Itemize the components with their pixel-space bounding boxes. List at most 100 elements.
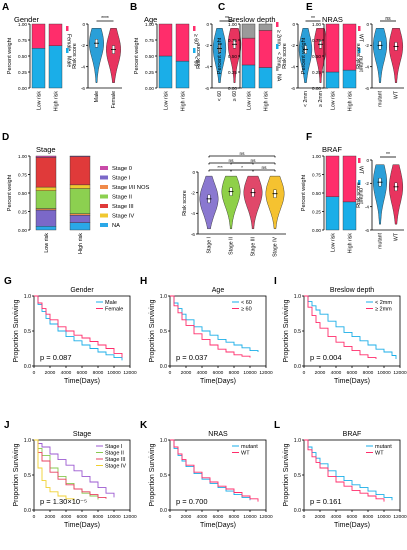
legend-label-D: Stage II [112, 195, 132, 201]
bar-ylabel-C: Percent weight [217, 37, 223, 74]
legend-swatch-F [358, 158, 361, 163]
km-xtick-label-J: 12000 [123, 514, 137, 520]
bar-segment-E [342, 69, 357, 89]
legend-label-D: Stage IV [112, 214, 134, 220]
bar-title-F: BRAF [322, 145, 342, 154]
km-ytick-label-G: 1.0 [24, 294, 31, 300]
km-legend-label-K: WT [241, 451, 250, 457]
km-pvalue-K: p = 0.700 [176, 497, 208, 506]
km-xlabel-J: Time(Days) [64, 522, 100, 529]
km-xtick-label-K: 0 [169, 514, 172, 520]
km-xtick-label-I: 0 [303, 370, 306, 376]
km-xtick-label-I: 12000 [393, 370, 407, 376]
legend-swatch-C [276, 66, 279, 71]
bar-segment-B [158, 55, 173, 89]
violin-C2 [298, 28, 313, 83]
violin-ylabel-C2: Risk score [282, 43, 288, 69]
bar-ytick-label-B: 0.50 [145, 54, 154, 59]
bar-segment-B [158, 23, 173, 57]
bar-ytick-label-C: 0.75 [228, 38, 237, 43]
km-legend-label-I: ≥ 2mm [375, 307, 392, 313]
panel-letter-h: H [140, 276, 147, 287]
legend-label-F: mutant [358, 188, 364, 204]
km-xtick-label-L: 4000 [331, 514, 342, 520]
bar-ytick-label-B: 1.00 [145, 22, 154, 27]
bar-segment-F [342, 155, 357, 203]
bar-ytick-label-D: 0.75 [18, 172, 27, 177]
km-xtick-label-L: 0 [303, 514, 306, 520]
km-xtick-label-H: 0 [169, 370, 172, 376]
km-xtick-label-H: 8000 [229, 370, 240, 376]
bar-segment-D [69, 214, 91, 223]
legend-label-E: mutant [358, 56, 364, 72]
violin-category-label-E2: WT [394, 90, 400, 99]
km-xlabel-G: Time(Days) [64, 378, 100, 385]
panel-letter-k: K [140, 420, 148, 431]
violin-category-label-D2: Stage I [207, 237, 213, 253]
km-curve-G [34, 295, 123, 358]
km-curve-G [34, 295, 123, 361]
violin-ytick-label-E2: 0 [366, 22, 369, 27]
km-ytick-label-G: 0.5 [24, 329, 31, 335]
bar-ytick-label-F: 0.75 [312, 172, 321, 177]
legend-label-C: ≥ 2mm [276, 30, 282, 46]
bar-segment-F [325, 196, 340, 231]
significance-label-B2: ** [225, 16, 229, 22]
significance-label-F2: ** [386, 152, 390, 158]
km-xtick-label-J: 8000 [93, 514, 104, 520]
km-legend-label-H: ≥ 60 [241, 307, 252, 313]
violin-ytick-label-F2: -6 [365, 228, 370, 233]
bar-ylabel-B: Percent weight [134, 37, 140, 74]
bar-category-label-B: High risk [181, 91, 187, 112]
significance-label-A2: **** [101, 16, 109, 22]
violin-ytick-label-C2: -4 [291, 64, 296, 69]
bar-segment-D [69, 155, 91, 157]
km-xtick-label-J: 0 [33, 514, 36, 520]
legend-label-B: ≥ 60 [193, 34, 199, 44]
violin-ytick-label-F2: 0 [366, 158, 369, 163]
km-xtick-label-J: 10000 [107, 514, 121, 520]
violin-ytick-label-B2: -6 [205, 86, 210, 91]
km-title-J: Stage [73, 431, 91, 438]
km-pvalue-L: p = 0.161 [310, 497, 342, 506]
bar-title-C: Breslow depth [228, 15, 276, 24]
violin-category-label-B2: < 60 [217, 91, 223, 101]
violin-category-label-D2: Stage IV [273, 236, 279, 256]
km-xtick-label-G: 6000 [77, 370, 88, 376]
bar-segment-E [325, 23, 340, 73]
legend-swatch-E [358, 26, 361, 31]
violin-category-label-E2: mutant [378, 90, 384, 106]
panel-letter-c: C [218, 2, 225, 13]
violin-ytick-label-B2: -4 [205, 64, 210, 69]
km-xlabel-I: Time(Days) [334, 378, 370, 385]
violin-ylabel-F2: Risk score [356, 182, 362, 208]
km-xtick-label-H: 10000 [243, 370, 257, 376]
km-ylabel-I: Proportion Surviving [283, 299, 290, 362]
km-ytick-label-J: 0.0 [24, 508, 31, 514]
bar-category-label-A: High risk [54, 91, 60, 112]
bar-category-label-C: Low risk [247, 91, 253, 110]
km-ytick-label-H: 1.0 [160, 294, 167, 300]
km-legend-label-J: Stage I [105, 444, 123, 450]
bar-ytick-label-B: 0.75 [145, 38, 154, 43]
bar-ytick-label-F: 0.00 [312, 228, 321, 233]
violin-ytick-label-C2: 0 [292, 22, 295, 27]
violin-category-label-C2: < 2mm [303, 91, 309, 107]
km-ytick-label-I: 0.5 [294, 329, 301, 335]
bar-ytick-label-E: 0.50 [312, 54, 321, 59]
km-xtick-label-L: 8000 [363, 514, 374, 520]
significance-label-D2: *** [217, 165, 223, 171]
bar-segment-B [175, 23, 190, 62]
bar-segment-D [35, 155, 57, 158]
violin-category-label-F2: WT [394, 232, 400, 241]
violin-ytick-label-A2: -4 [81, 64, 86, 69]
legend-swatch-A [66, 48, 69, 53]
significance-label-D2: ns [250, 159, 256, 164]
km-ytick-label-L: 0.5 [294, 473, 301, 479]
bar-segment-F [342, 201, 357, 231]
panel-letter-l: L [274, 420, 280, 431]
significance-label-D2: ns [228, 159, 234, 164]
bar-category-label-F: High risk [348, 233, 354, 254]
km-curve-J [34, 439, 75, 502]
legend-swatch-E [358, 48, 361, 53]
